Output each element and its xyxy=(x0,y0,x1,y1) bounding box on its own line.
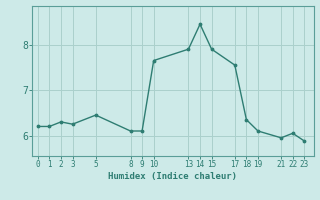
X-axis label: Humidex (Indice chaleur): Humidex (Indice chaleur) xyxy=(108,172,237,181)
